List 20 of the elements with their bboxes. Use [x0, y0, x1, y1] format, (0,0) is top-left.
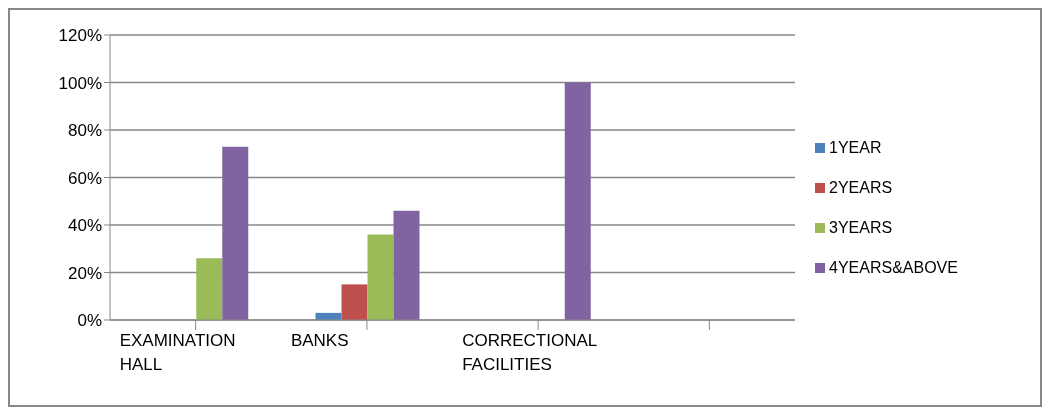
x-tick-label: CORRECTIONAL FACILITIES [462, 331, 598, 374]
y-tick-label: 60% [67, 168, 102, 188]
y-tick-label: 40% [67, 216, 102, 236]
legend-label: 1YEAR [829, 138, 882, 156]
legend-label: 2YEARS [829, 178, 893, 196]
bar [367, 234, 394, 320]
bar [196, 258, 223, 320]
y-tick-label: 0% [77, 311, 102, 331]
legend-label: 3YEARS [829, 218, 893, 236]
y-tick-label: 120% [58, 26, 102, 46]
y-tick-label: 20% [67, 263, 102, 283]
x-tick-label: EXAMINATION HALL [119, 331, 236, 374]
y-tick-label: 100% [58, 73, 102, 93]
y-tick-label: 80% [67, 121, 102, 141]
bar [393, 210, 420, 320]
bar [222, 146, 249, 320]
x-tick-label: BANKS [290, 331, 349, 350]
bar [564, 82, 591, 320]
legend-label: 4YEARS&ABOVE [829, 258, 958, 276]
bar [341, 284, 368, 320]
